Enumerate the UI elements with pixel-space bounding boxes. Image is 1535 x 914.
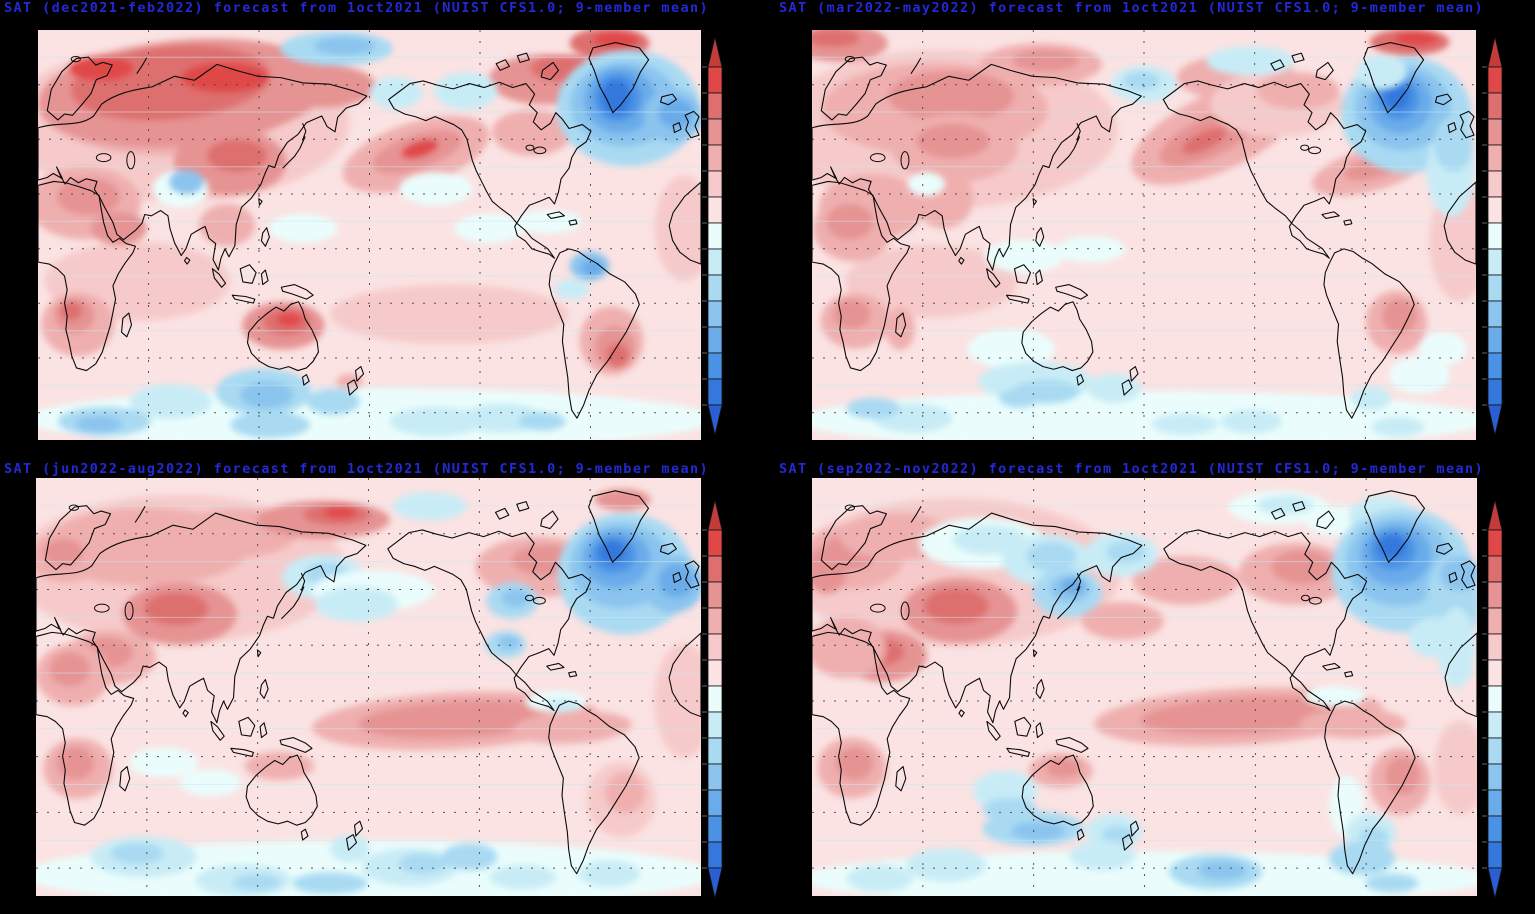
panel-mam-title: SAT (mar2022-may2022) forecast from 1oct…: [779, 0, 1485, 16]
panel-jja-title: SAT (jun2022-aug2022) forecast from 1oct…: [4, 461, 710, 477]
panel-jja: SAT (jun2022-aug2022) forecast from 1oct…: [0, 455, 767, 914]
panel-jja-map: [36, 478, 701, 896]
panel-jja-colorbar: [702, 500, 723, 898]
panel-mam: SAT (mar2022-may2022) forecast from 1oct…: [768, 0, 1535, 459]
panel-son-colorbar: [1482, 500, 1503, 898]
panel-djf-colorbar: [702, 37, 723, 435]
panel-son-map: [812, 478, 1477, 896]
panel-mam-map: [812, 30, 1476, 440]
panel-djf-title: SAT (dec2021-feb2022) forecast from 1oct…: [4, 0, 710, 16]
panel-son: SAT (sep2022-nov2022) forecast from 1oct…: [768, 455, 1535, 914]
panel-son-title: SAT (sep2022-nov2022) forecast from 1oct…: [779, 461, 1485, 477]
panel-djf: SAT (dec2021-feb2022) forecast from 1oct…: [0, 0, 767, 459]
panel-mam-colorbar: [1482, 37, 1503, 435]
panel-djf-map: [38, 30, 701, 440]
